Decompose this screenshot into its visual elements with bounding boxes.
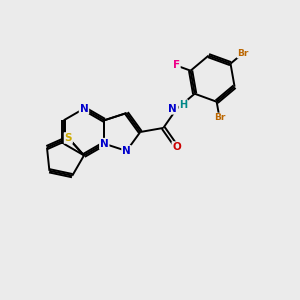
Text: S: S [64,133,72,143]
Text: N: N [100,139,109,149]
Text: Br: Br [237,49,249,58]
Text: F: F [173,61,180,70]
Text: N: N [169,104,177,114]
Text: O: O [172,142,181,152]
Text: N: N [122,146,131,156]
Text: Br: Br [214,113,225,122]
Text: N: N [80,103,88,114]
Text: H: H [179,100,188,110]
